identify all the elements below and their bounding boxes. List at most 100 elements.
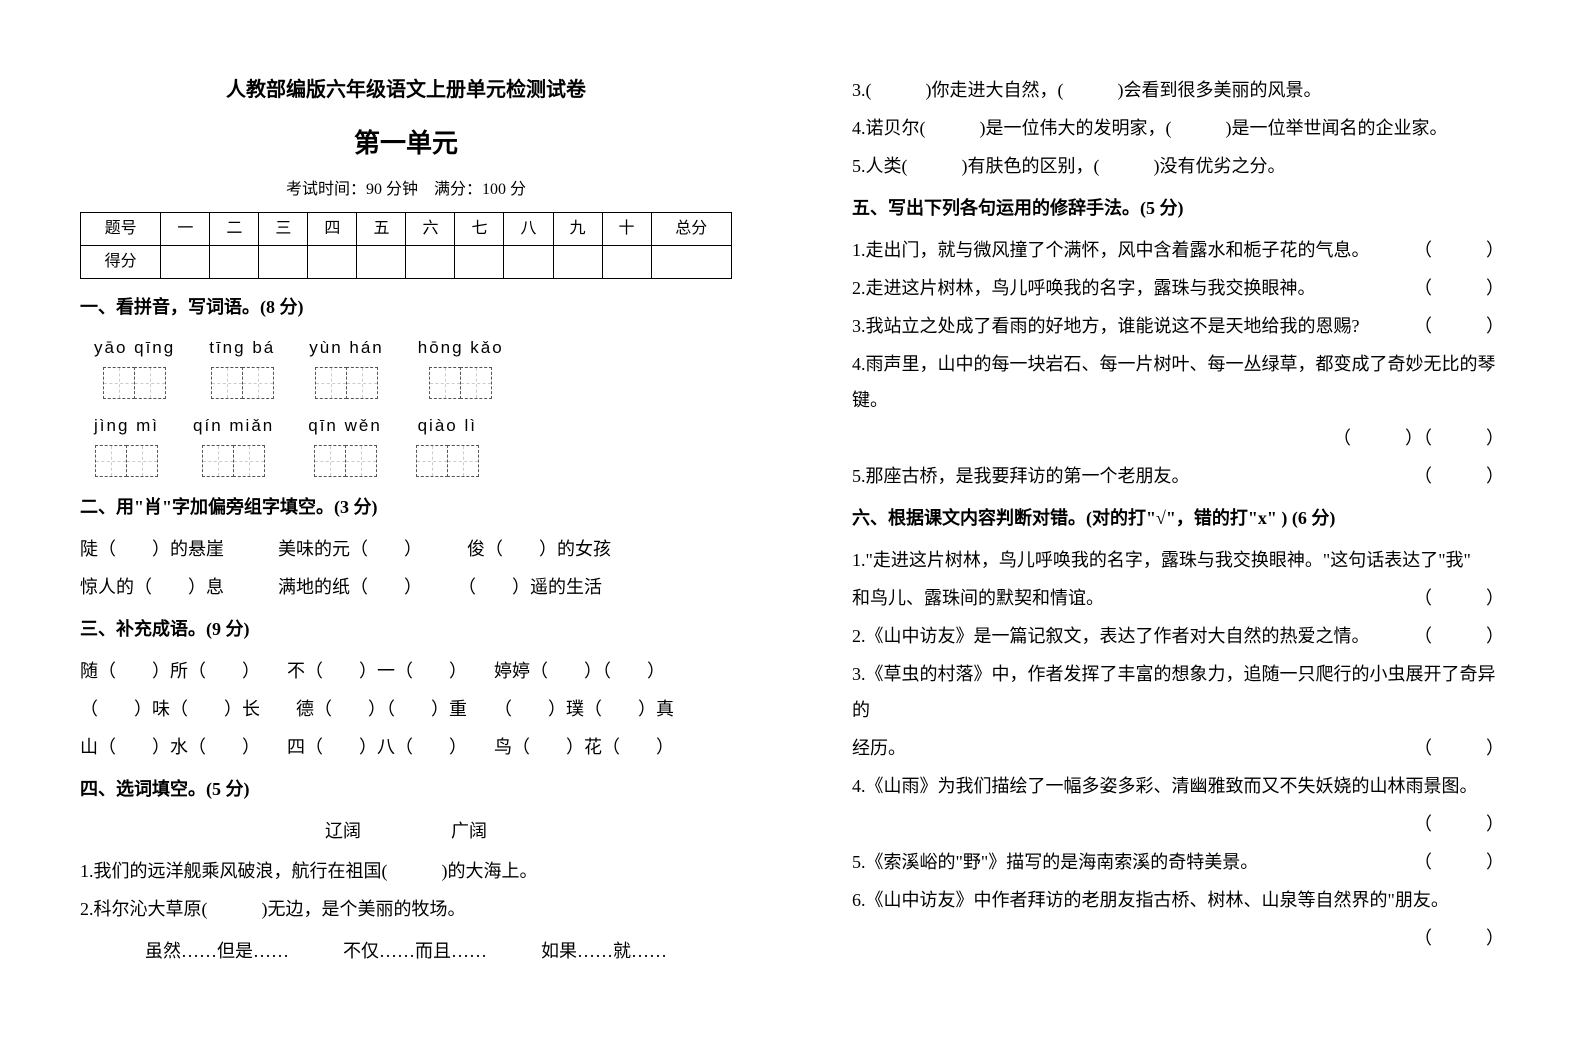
- doc-title: 人教部编版六年级语文上册单元检测试卷: [80, 70, 732, 110]
- sec5-item-blank: （ ）（ ）: [852, 420, 1504, 456]
- pinyin-label: yùn hán: [309, 331, 384, 365]
- sec4-words2: 虽然……但是…… 不仅……而且…… 如果……就……: [80, 933, 732, 969]
- char-boxes: [429, 367, 492, 399]
- exam-meta: 考试时间：90 分钟 满分：100 分: [80, 174, 732, 206]
- th: 八: [504, 213, 553, 246]
- r-line2: 4.诺贝尔( )是一位伟大的发明家，( )是一位举世闻名的企业家。: [852, 110, 1504, 146]
- pinyin-block: tīng bá: [209, 331, 275, 399]
- pinyin-block: qiào lì: [416, 409, 479, 477]
- sec5-text: 2.走进这片树林，鸟儿呼唤我的名字，露珠与我交换眼神。: [852, 278, 1316, 298]
- pinyin-label: qín miǎn: [193, 409, 274, 443]
- th: 题号: [81, 213, 161, 246]
- sec3-line3: 山（ ）水（ ） 四（ ）八（ ） 鸟（ ）花（ ）: [80, 729, 732, 765]
- sec6-i3a: 3.《草虫的村落》中，作者发挥了丰富的想象力，追随一只爬行的小虫展开了奇异的: [852, 656, 1504, 728]
- th: 九: [553, 213, 602, 246]
- char-boxes: [211, 367, 274, 399]
- sec6-i1a: 1."走进这片树林，鸟儿呼唤我的名字，露珠与我交换眼神。"这句话表达了"我": [852, 542, 1504, 578]
- score-table: 题号 一 二 三 四 五 六 七 八 九 十 总分 得分: [80, 212, 732, 279]
- sec6-text: 2.《山中访友》是一篇记叙文，表达了作者对大自然的热爱之情。: [852, 626, 1370, 646]
- sec2-line1: 陡（ ）的悬崖 美味的元（ ） 俊（ ）的女孩: [80, 531, 732, 567]
- pinyin-label: jìng mì: [94, 409, 159, 443]
- answer-blank: （ ）: [1414, 730, 1504, 766]
- sec6-i3b: 经历。 （ ）: [852, 730, 1504, 766]
- answer-blank: （ ）: [1414, 618, 1504, 654]
- th: 七: [455, 213, 504, 246]
- r-line3: 5.人类( )有肤色的区别，( )没有优劣之分。: [852, 148, 1504, 184]
- sec5-item: 3.我站立之处成了看雨的好地方，谁能说这不是天地给我的恩赐? （ ）: [852, 308, 1504, 344]
- sec6-i4a: 4.《山雨》为我们描绘了一幅多姿多彩、清幽雅致而又不失妖娆的山林雨景图。: [852, 768, 1504, 804]
- sec6-text: 和鸟儿、露珠间的默契和情谊。: [852, 588, 1104, 608]
- char-boxes: [314, 445, 377, 477]
- sec3-line2: （ ）味（ ）长 德（ ）（ ）重 （ ）璞（ ）真: [80, 691, 732, 727]
- sec2-line2: 惊人的（ ）息 满地的纸（ ） （ ）遥的生活: [80, 569, 732, 605]
- sec6-i1b: 和鸟儿、露珠间的默契和情谊。 （ ）: [852, 580, 1504, 616]
- sec6-i6: 6.《山中访友》中作者拜访的老朋友指古桥、树林、山泉等自然界的"朋友。: [852, 882, 1504, 918]
- th: 十: [602, 213, 651, 246]
- answer-blank: （ ）（ ）: [1333, 428, 1504, 448]
- pinyin-block: qín miǎn: [193, 409, 274, 477]
- sec3-line1: 随（ ）所（ ） 不（ ）一（ ） 婷婷（ ）（ ）: [80, 653, 732, 689]
- td: 得分: [81, 246, 161, 279]
- pinyin-label: qīn wěn: [308, 409, 382, 443]
- answer-blank: （ ）: [1414, 928, 1504, 948]
- th: 一: [161, 213, 210, 246]
- pinyin-row-1: yāo qīng tīng bá yùn hán hōng kǎo: [94, 331, 732, 399]
- th: 六: [406, 213, 455, 246]
- pinyin-row-2: jìng mì qín miǎn qīn wěn qiào lì: [94, 409, 732, 477]
- sec6-i6b: （ ）: [852, 920, 1504, 956]
- pinyin-label: tīng bá: [209, 331, 275, 365]
- pinyin-label: yāo qīng: [94, 331, 175, 365]
- section-6-title: 六、根据课文内容判断对错。(对的打"√"，错的打"x" ) (6 分): [852, 500, 1504, 536]
- answer-blank: （ ）: [1414, 308, 1504, 344]
- answer-blank: （ ）: [1414, 844, 1504, 880]
- th: 二: [210, 213, 259, 246]
- sec4-line2: 2.科尔沁大草原( )无边，是个美丽的牧场。: [80, 891, 732, 927]
- char-boxes: [315, 367, 378, 399]
- pinyin-block: yāo qīng: [94, 331, 175, 399]
- table-row: 得分: [81, 246, 732, 279]
- sec5-item: 4.雨声里，山中的每一块岩石、每一片树叶、每一丛绿草，都变成了奇妙无比的琴键。: [852, 346, 1504, 418]
- sec4-words1: 辽阔 广阔: [80, 813, 732, 849]
- char-boxes: [95, 445, 158, 477]
- char-boxes: [202, 445, 265, 477]
- sec5-text: 1.走出门，就与微风撞了个满怀，风中含着露水和栀子花的气息。: [852, 240, 1370, 260]
- sec5-text: 4.雨声里，山中的每一块岩石、每一片树叶、每一丛绿草，都变成了奇妙无比的琴键。: [852, 354, 1496, 410]
- sec5-text: 5.那座古桥，是我要拜访的第一个老朋友。: [852, 466, 1190, 486]
- char-boxes: [416, 445, 479, 477]
- sec6-i2: 2.《山中访友》是一篇记叙文，表达了作者对大自然的热爱之情。 （ ）: [852, 618, 1504, 654]
- sec5-text: 3.我站立之处成了看雨的好地方，谁能说这不是天地给我的恩赐?: [852, 316, 1360, 336]
- section-2-title: 二、用"肖"字加偏旁组字填空。(3 分): [80, 489, 732, 525]
- section-4-title: 四、选词填空。(5 分): [80, 771, 732, 807]
- unit-title: 第一单元: [80, 118, 732, 170]
- section-3-title: 三、补充成语。(9 分): [80, 611, 732, 647]
- section-5-title: 五、写出下列各句运用的修辞手法。(5 分): [852, 190, 1504, 226]
- sec6-i5: 5.《索溪峪的"野"》描写的是海南索溪的奇特美景。 （ ）: [852, 844, 1504, 880]
- pinyin-label: qiào lì: [418, 409, 477, 443]
- sec4-line1: 1.我们的远洋舰乘风破浪，航行在祖国( )的大海上。: [80, 853, 732, 889]
- section-1-title: 一、看拼音，写词语。(8 分): [80, 289, 732, 325]
- char-boxes: [103, 367, 166, 399]
- table-row: 题号 一 二 三 四 五 六 七 八 九 十 总分: [81, 213, 732, 246]
- left-column: 人教部编版六年级语文上册单元检测试卷 第一单元 考试时间：90 分钟 满分：10…: [0, 0, 792, 1044]
- answer-blank: （ ）: [1414, 232, 1504, 268]
- sec6-text: 5.《索溪峪的"野"》描写的是海南索溪的奇特美景。: [852, 852, 1258, 872]
- pinyin-block: yùn hán: [309, 331, 384, 399]
- sec5-item: 5.那座古桥，是我要拜访的第一个老朋友。 （ ）: [852, 458, 1504, 494]
- answer-blank: （ ）: [1414, 814, 1504, 834]
- th: 总分: [651, 213, 731, 246]
- pinyin-block: jìng mì: [94, 409, 159, 477]
- sec6-i4b: （ ）: [852, 806, 1504, 842]
- answer-blank: （ ）: [1414, 580, 1504, 616]
- answer-blank: （ ）: [1414, 458, 1504, 494]
- th: 四: [308, 213, 357, 246]
- pinyin-block: qīn wěn: [308, 409, 382, 477]
- pinyin-label: hōng kǎo: [418, 331, 504, 365]
- right-column: 3.( )你走进大自然，( )会看到很多美丽的风景。 4.诺贝尔( )是一位伟大…: [792, 0, 1584, 1044]
- r-line1: 3.( )你走进大自然，( )会看到很多美丽的风景。: [852, 72, 1504, 108]
- answer-blank: （ ）: [1414, 270, 1504, 306]
- th: 三: [259, 213, 308, 246]
- pinyin-block: hōng kǎo: [418, 331, 504, 399]
- th: 五: [357, 213, 406, 246]
- sec5-item: 2.走进这片树林，鸟儿呼唤我的名字，露珠与我交换眼神。 （ ）: [852, 270, 1504, 306]
- sec6-text: 经历。: [852, 738, 906, 758]
